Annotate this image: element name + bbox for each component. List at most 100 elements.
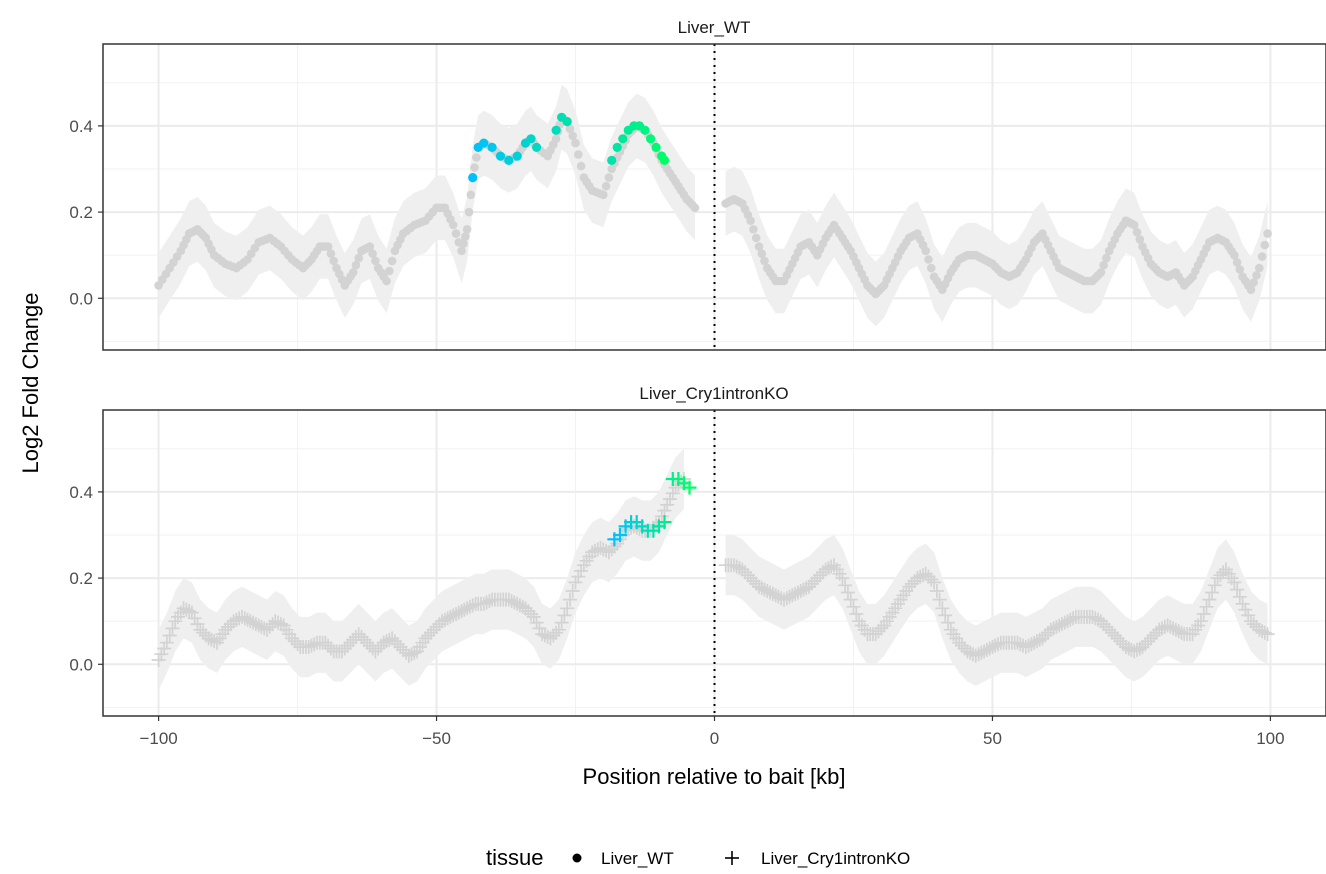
data-point <box>1018 640 1033 654</box>
legend-key-plus <box>725 851 739 865</box>
data-point <box>1141 634 1156 649</box>
data-point <box>751 233 761 243</box>
highlight-point <box>659 155 670 165</box>
data-point <box>461 232 470 241</box>
data-point <box>549 625 564 640</box>
data-point <box>568 131 577 141</box>
data-point <box>326 249 336 258</box>
data-point <box>1227 575 1242 590</box>
data-point <box>1196 607 1211 621</box>
data-point <box>1230 582 1245 597</box>
highlight-point <box>562 117 572 127</box>
data-point <box>838 578 853 593</box>
data-point <box>571 569 586 584</box>
data-point <box>443 609 458 624</box>
data-point <box>599 190 608 200</box>
data-point <box>154 647 169 662</box>
data-point <box>1207 578 1222 593</box>
data-point <box>824 559 839 574</box>
data-point <box>952 635 967 650</box>
highlight-point <box>612 142 622 152</box>
data-point <box>927 263 936 273</box>
facet-strip-liver-wt <box>103 10 1326 44</box>
data-point <box>1260 240 1270 250</box>
data-point <box>910 571 925 586</box>
data-point <box>918 566 933 581</box>
data-point <box>387 256 397 266</box>
data-point <box>840 585 855 600</box>
data-point <box>551 622 566 637</box>
data-point <box>796 582 811 597</box>
facet-panel-liver-wt: Liver_WT 0.0 0.2 0.4 <box>69 10 1326 351</box>
data-point <box>1235 596 1250 611</box>
data-point <box>285 631 299 646</box>
highlight-point <box>495 151 506 161</box>
data-point <box>1099 619 1114 634</box>
data-point <box>574 150 583 159</box>
data-point <box>802 579 816 594</box>
data-point <box>924 572 939 587</box>
data-point <box>382 632 397 647</box>
data-point <box>512 598 527 613</box>
data-point <box>649 517 664 532</box>
data-point <box>593 540 608 555</box>
data-point <box>1113 634 1128 649</box>
data-point <box>246 615 261 630</box>
data-point <box>435 614 450 629</box>
data-point <box>663 492 677 507</box>
data-point <box>568 575 583 590</box>
highlight-point <box>613 528 627 542</box>
data-point <box>271 615 286 630</box>
data-point <box>260 622 274 637</box>
data-point <box>157 641 172 656</box>
data-point <box>1202 592 1217 607</box>
legend-title: tissue <box>486 845 543 870</box>
data-point <box>654 509 669 524</box>
data-point <box>354 253 364 263</box>
y-tick-label: 0.2 <box>69 569 93 588</box>
highlight-point <box>479 138 489 148</box>
data-point <box>466 190 476 200</box>
data-point <box>1135 235 1145 244</box>
data-point <box>1046 621 1061 636</box>
data-point <box>1252 271 1261 280</box>
data-point <box>218 622 233 637</box>
data-point <box>1199 599 1214 614</box>
data-point <box>690 203 700 213</box>
data-point <box>1257 625 1272 640</box>
data-point <box>988 638 1003 653</box>
data-point <box>459 239 468 248</box>
x-tick-label: 0 <box>710 729 719 748</box>
data-point <box>464 207 474 217</box>
data-point <box>1027 635 1042 650</box>
data-point <box>472 153 481 162</box>
data-point <box>376 635 391 650</box>
data-point <box>340 638 355 653</box>
data-point <box>1132 227 1142 237</box>
data-point <box>576 161 586 171</box>
x-axis-title: Position relative to bait [kb] <box>583 764 846 789</box>
data-point <box>1029 634 1044 649</box>
highlight-point <box>468 173 478 183</box>
data-point <box>754 242 764 251</box>
data-point <box>1110 631 1125 646</box>
data-point <box>1246 285 1256 295</box>
x-tick-label: 50 <box>983 729 1002 748</box>
y-tick-label: 0.0 <box>69 655 93 674</box>
data-point <box>159 635 174 650</box>
data-point <box>368 644 383 659</box>
data-point <box>868 627 883 642</box>
data-point <box>813 568 828 583</box>
data-point <box>874 621 889 636</box>
data-point <box>846 599 861 614</box>
data-point <box>1210 571 1225 586</box>
data-point <box>1260 627 1275 642</box>
data-point <box>574 563 589 578</box>
highlight-point <box>532 142 542 152</box>
data-point <box>393 640 408 654</box>
data-point <box>470 163 479 172</box>
data-point <box>585 545 600 560</box>
data-point <box>382 276 391 286</box>
panel-border-liver-wt <box>102 43 1326 351</box>
data-point <box>407 645 422 660</box>
